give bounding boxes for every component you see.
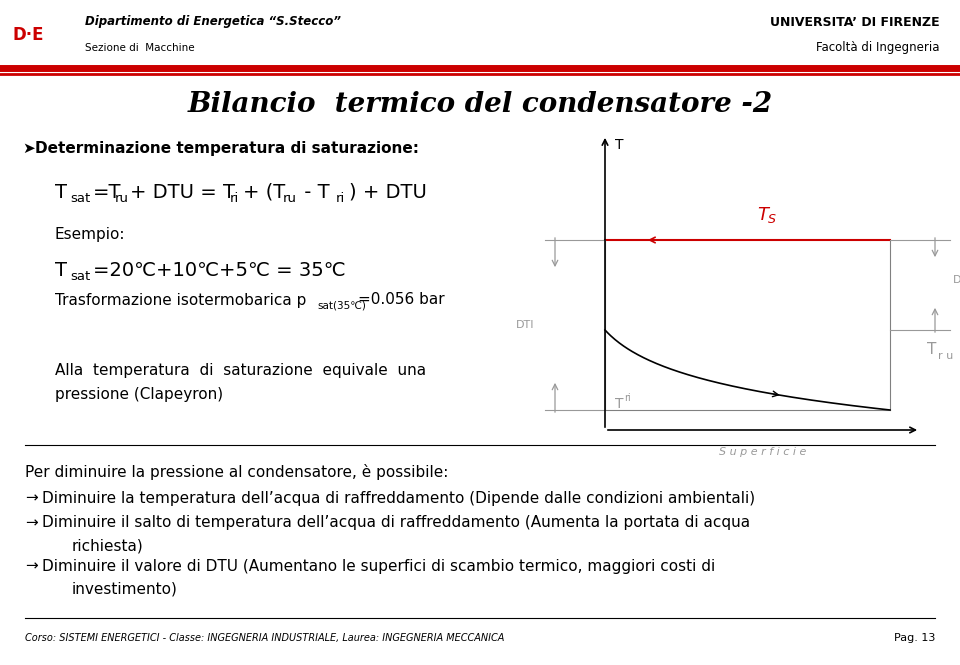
Text: T: T	[55, 182, 67, 201]
Text: D·E: D·E	[12, 26, 44, 44]
Text: Esempio:: Esempio:	[55, 227, 126, 243]
Text: investimento): investimento)	[72, 581, 178, 597]
Text: + (T: + (T	[243, 182, 285, 201]
Text: T: T	[615, 397, 623, 411]
Text: pressione (Clapeyron): pressione (Clapeyron)	[55, 388, 223, 402]
Text: →: →	[25, 491, 37, 505]
Text: ru: ru	[115, 192, 129, 205]
Text: UNIVERSITA’ DI FIRENZE: UNIVERSITA’ DI FIRENZE	[770, 15, 940, 29]
Text: Dipartimento di Energetica “S.Stecco”: Dipartimento di Energetica “S.Stecco”	[85, 15, 341, 29]
Text: T: T	[615, 138, 623, 152]
Text: sat(35℃): sat(35℃)	[317, 300, 366, 310]
Text: Diminuire il salto di temperatura dell’acqua di raffreddamento (Aumenta la porta: Diminuire il salto di temperatura dell’a…	[42, 515, 750, 531]
Text: Diminuire il valore di DTU (Aumentano le superfici di scambio termico, maggiori : Diminuire il valore di DTU (Aumentano le…	[42, 559, 715, 573]
Text: ➤: ➤	[22, 140, 35, 156]
Text: =T: =T	[93, 182, 122, 201]
Text: ri: ri	[624, 393, 631, 403]
Text: Sezione di  Macchine: Sezione di Macchine	[85, 43, 195, 53]
Text: Pag. 13: Pag. 13	[894, 633, 935, 643]
Text: Corso: SISTEMI ENERGETICI - Classe: INGEGNERIA INDUSTRIALE, Laurea: INGEGNERIA M: Corso: SISTEMI ENERGETICI - Classe: INGE…	[25, 633, 504, 643]
Text: Per diminuire la pressione al condensatore, è possibile:: Per diminuire la pressione al condensato…	[25, 464, 448, 480]
Text: →: →	[25, 515, 37, 531]
Text: ri: ri	[336, 192, 346, 205]
Text: DTI: DTI	[516, 320, 535, 330]
Text: sat: sat	[70, 192, 90, 205]
Text: Trasformazione isotermobarica p: Trasformazione isotermobarica p	[55, 293, 306, 307]
Text: richiesta): richiesta)	[72, 539, 144, 553]
Text: =0.056 bar: =0.056 bar	[358, 293, 444, 307]
Text: Bilancio  termico del condensatore -2: Bilancio termico del condensatore -2	[187, 92, 773, 118]
Text: Facoltà di Ingegneria: Facoltà di Ingegneria	[817, 41, 940, 55]
Text: Determinazione temperatura di saturazione:: Determinazione temperatura di saturazion…	[35, 140, 419, 156]
Text: $T_S$: $T_S$	[757, 205, 778, 225]
FancyBboxPatch shape	[0, 0, 960, 68]
Text: - T: - T	[298, 182, 329, 201]
Text: ) + DTU: ) + DTU	[349, 182, 427, 201]
Text: =20℃+10℃+5℃ = 35℃: =20℃+10℃+5℃ = 35℃	[93, 261, 346, 279]
Text: sat: sat	[70, 269, 90, 283]
Text: T: T	[55, 261, 67, 279]
Text: r u: r u	[938, 351, 953, 361]
Text: S u p e r f i c i e: S u p e r f i c i e	[719, 447, 806, 457]
Text: ri: ri	[230, 192, 239, 205]
Text: T: T	[927, 342, 936, 358]
Text: →: →	[25, 559, 37, 573]
Text: + DTU = T: + DTU = T	[130, 182, 235, 201]
Text: DTU: DTU	[953, 275, 960, 285]
Text: Alla  temperatura  di  saturazione  equivale  una: Alla temperatura di saturazione equivale…	[55, 362, 426, 378]
Text: Diminuire la temperatura dell’acqua di raffreddamento (Dipende dalle condizioni : Diminuire la temperatura dell’acqua di r…	[42, 491, 756, 505]
Text: ru: ru	[283, 192, 297, 205]
